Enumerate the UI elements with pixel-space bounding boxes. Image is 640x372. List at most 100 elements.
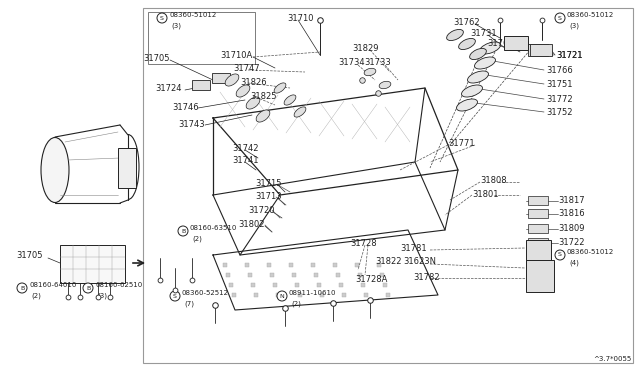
Text: 31722: 31722: [558, 237, 584, 247]
Ellipse shape: [447, 29, 463, 41]
Text: 31826: 31826: [240, 77, 267, 87]
Text: 31809: 31809: [558, 224, 584, 232]
Ellipse shape: [284, 95, 296, 105]
Bar: [530, 44, 552, 56]
Text: 31710A: 31710A: [220, 51, 252, 60]
Text: 31747: 31747: [233, 64, 260, 73]
Bar: [528, 196, 548, 205]
Text: 31734: 31734: [338, 58, 365, 67]
Text: 31742: 31742: [232, 144, 259, 153]
Circle shape: [555, 13, 565, 23]
Ellipse shape: [479, 42, 500, 54]
Ellipse shape: [461, 85, 483, 97]
Text: 31710: 31710: [287, 13, 314, 22]
Bar: [212, 73, 230, 83]
Text: 31829: 31829: [352, 44, 378, 52]
Text: 31817: 31817: [558, 196, 584, 205]
Ellipse shape: [459, 38, 476, 49]
Text: 31721: 31721: [556, 51, 582, 60]
Text: 31761: 31761: [487, 38, 514, 48]
Text: 31705: 31705: [16, 250, 42, 260]
Bar: [526, 240, 551, 268]
Bar: [118, 148, 136, 188]
Bar: [192, 80, 210, 90]
Text: 31825: 31825: [250, 92, 276, 100]
Text: 08160-62510: 08160-62510: [95, 282, 142, 288]
Text: 31781: 31781: [400, 244, 427, 253]
Ellipse shape: [274, 83, 286, 93]
Ellipse shape: [456, 99, 477, 111]
Text: S: S: [558, 253, 562, 257]
Text: (3): (3): [171, 23, 181, 29]
Bar: [148, 12, 255, 64]
Text: 08360-52512: 08360-52512: [182, 290, 229, 296]
Ellipse shape: [468, 71, 488, 83]
Text: 31808: 31808: [480, 176, 507, 185]
Ellipse shape: [225, 74, 239, 86]
Text: 08360-51012: 08360-51012: [169, 12, 216, 18]
Ellipse shape: [474, 57, 495, 69]
Circle shape: [83, 283, 93, 293]
Bar: [528, 44, 548, 56]
Text: 31733: 31733: [364, 58, 391, 67]
Text: B: B: [86, 285, 90, 291]
Text: ^3.7*0055: ^3.7*0055: [594, 356, 632, 362]
Text: B: B: [20, 285, 24, 291]
Circle shape: [555, 250, 565, 260]
Text: 31801: 31801: [472, 189, 499, 199]
Text: 31771: 31771: [448, 138, 475, 148]
Text: 31731: 31731: [470, 29, 497, 38]
Text: (4): (4): [569, 260, 579, 266]
Ellipse shape: [256, 110, 270, 122]
Text: S: S: [160, 16, 164, 20]
Text: (2): (2): [291, 301, 301, 307]
Bar: [143, 8, 633, 363]
Circle shape: [178, 226, 188, 236]
Text: 31766: 31766: [546, 65, 573, 74]
Text: 31715: 31715: [255, 179, 282, 187]
Ellipse shape: [236, 85, 250, 97]
Ellipse shape: [294, 107, 306, 117]
Text: 08160-64010: 08160-64010: [29, 282, 76, 288]
Ellipse shape: [379, 81, 391, 89]
Text: 31724: 31724: [155, 83, 182, 93]
Text: 31762: 31762: [453, 17, 479, 26]
Text: 31822: 31822: [375, 257, 401, 266]
Ellipse shape: [246, 97, 260, 109]
Text: 31623N: 31623N: [403, 257, 436, 266]
Text: S: S: [173, 294, 177, 298]
Ellipse shape: [470, 48, 486, 60]
Circle shape: [170, 291, 180, 301]
Bar: [528, 238, 548, 247]
Text: 31721: 31721: [556, 51, 582, 60]
Text: 31705: 31705: [143, 54, 170, 62]
Text: 31728A: 31728A: [355, 276, 387, 285]
Text: 31741: 31741: [232, 155, 259, 164]
Text: N: N: [280, 294, 284, 298]
Text: 31816: 31816: [558, 208, 584, 218]
Text: 31752: 31752: [546, 108, 573, 116]
Text: (3): (3): [569, 23, 579, 29]
Ellipse shape: [41, 138, 69, 202]
Text: 31713: 31713: [255, 192, 282, 201]
Text: 08911-10610: 08911-10610: [289, 290, 337, 296]
Text: 31720: 31720: [248, 205, 275, 215]
Bar: [526, 260, 554, 292]
Text: 31751: 31751: [546, 80, 573, 89]
Text: 31728: 31728: [350, 238, 376, 247]
Ellipse shape: [364, 68, 376, 76]
Circle shape: [17, 283, 27, 293]
Text: (2): (2): [192, 236, 202, 242]
Text: (7): (7): [184, 301, 194, 307]
Circle shape: [277, 291, 287, 301]
Bar: [528, 224, 548, 233]
Text: (2): (2): [31, 293, 41, 299]
Text: 08360-51012: 08360-51012: [567, 12, 614, 18]
Bar: [528, 209, 548, 218]
Text: 31743: 31743: [178, 119, 205, 128]
Bar: [60, 245, 125, 283]
Text: 31772: 31772: [546, 94, 573, 103]
Text: 08160-63510: 08160-63510: [190, 225, 237, 231]
Text: 31782: 31782: [413, 273, 440, 282]
Text: S: S: [558, 16, 562, 20]
